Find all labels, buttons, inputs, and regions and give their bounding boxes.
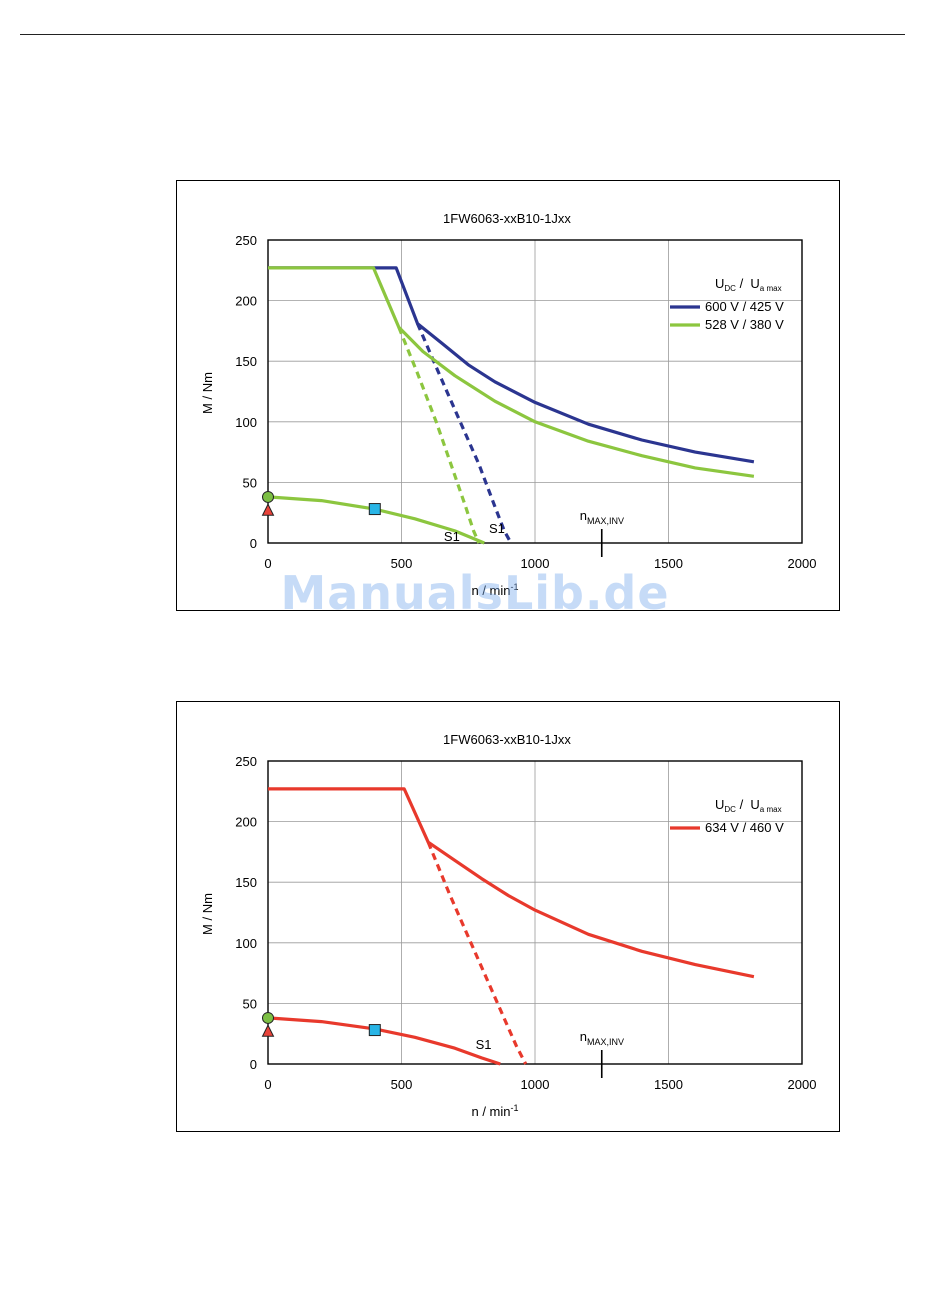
circle-marker <box>262 1011 274 1024</box>
y-tick-label: 50 <box>243 475 257 490</box>
y-tick-label: 50 <box>243 996 257 1011</box>
y-tick-label: 100 <box>235 415 257 430</box>
legend-header-part: / <box>736 276 750 291</box>
square-marker <box>368 503 381 516</box>
series-dashed-line <box>397 326 481 544</box>
chart-2-svg: 1FW6063-xxB10-1Jxx 0 500 1000 1500 2000 0 50 100… <box>200 732 817 1119</box>
legend-header-part: U <box>750 797 759 812</box>
plot-area-frame <box>267 760 803 1065</box>
top-rule <box>20 34 905 35</box>
x-tick-label: 1500 <box>654 556 683 571</box>
y-tick-label: 0 <box>250 536 257 551</box>
series-line <box>268 787 755 979</box>
y-axis-label: M / Nm <box>200 893 215 935</box>
x-axis-label: n / min-1 <box>471 582 518 598</box>
plot-area-frame <box>267 239 803 544</box>
legend-entry-label: 528 V / 380 V <box>705 317 784 332</box>
continuous-torque-curve <box>267 1016 501 1066</box>
s1-label: S1 <box>489 521 505 536</box>
legend-entry-label: 600 V / 425 V <box>705 299 784 314</box>
series-dashed-line <box>416 322 513 544</box>
legend-header: UDC / Ua max <box>715 797 782 814</box>
series-line <box>268 266 755 464</box>
nmax-inv-label: nMAX,INV <box>580 508 624 526</box>
triangle-marker <box>261 503 275 516</box>
legend-header: UDC / Ua max <box>715 276 782 293</box>
legend-header-part: DC <box>724 805 736 814</box>
series-line <box>268 266 755 478</box>
chart-title: 1FW6063-xxB10-1Jxx <box>443 211 571 226</box>
x-tick-label: 500 <box>391 556 413 571</box>
continuous-torque-curve <box>267 495 485 545</box>
legend-header-part: a max <box>760 805 782 814</box>
legend-header-part: U <box>715 797 724 812</box>
circle-marker <box>262 490 274 503</box>
series-dashed-line <box>426 841 528 1065</box>
triangle-marker <box>261 1024 275 1037</box>
square-marker <box>368 1024 381 1037</box>
y-tick-label: 0 <box>250 1057 257 1072</box>
x-tick-label: 1500 <box>654 1077 683 1092</box>
y-tick-label: 100 <box>235 936 257 951</box>
x-tick-label: 0 <box>264 1077 271 1092</box>
y-tick-label: 250 <box>235 754 257 769</box>
legend-header-part: a max <box>760 284 782 293</box>
x-tick-label: 0 <box>264 556 271 571</box>
x-tick-label: 1000 <box>521 556 550 571</box>
y-tick-label: 150 <box>235 354 257 369</box>
legend-header-part: DC <box>724 284 736 293</box>
s1-label: S1 <box>444 529 460 544</box>
chart-1-svg: 1FW6063-xxB10-1Jxx 0 500 1000 1500 2000 0 50 100… <box>200 211 817 598</box>
x-tick-label: 500 <box>391 1077 413 1092</box>
nmax-inv-subscript: MAX,INV <box>587 1037 624 1047</box>
x-axis-label: n / min-1 <box>471 1103 518 1119</box>
legend-entry-label: 634 V / 460 V <box>705 820 784 835</box>
y-tick-label: 250 <box>235 233 257 248</box>
chart-title: 1FW6063-xxB10-1Jxx <box>443 732 571 747</box>
x-tick-label: 1000 <box>521 1077 550 1092</box>
torque-speed-chart-2: 1FW6063-xxB10-1Jxx 0 500 1000 1500 2000 0 50 100… <box>176 701 840 1132</box>
legend-header-part: / <box>736 797 750 812</box>
x-axis-label-exponent: -1 <box>511 582 519 592</box>
nmax-inv-subscript: MAX,INV <box>587 516 624 526</box>
legend-header-part: U <box>750 276 759 291</box>
y-axis-label: M / Nm <box>200 372 215 414</box>
y-tick-label: 150 <box>235 875 257 890</box>
s1-label: S1 <box>476 1037 492 1052</box>
x-axis-label-exponent: -1 <box>511 1103 519 1113</box>
legend-header-part: U <box>715 276 724 291</box>
x-tick-label: 2000 <box>788 1077 817 1092</box>
x-tick-label: 2000 <box>788 556 817 571</box>
y-tick-label: 200 <box>235 294 257 309</box>
torque-speed-chart-1: 1FW6063-xxB10-1Jxx 0 500 1000 1500 2000 0 50 100… <box>176 180 840 611</box>
nmax-inv-label: nMAX,INV <box>580 1029 624 1047</box>
y-tick-label: 200 <box>235 815 257 830</box>
